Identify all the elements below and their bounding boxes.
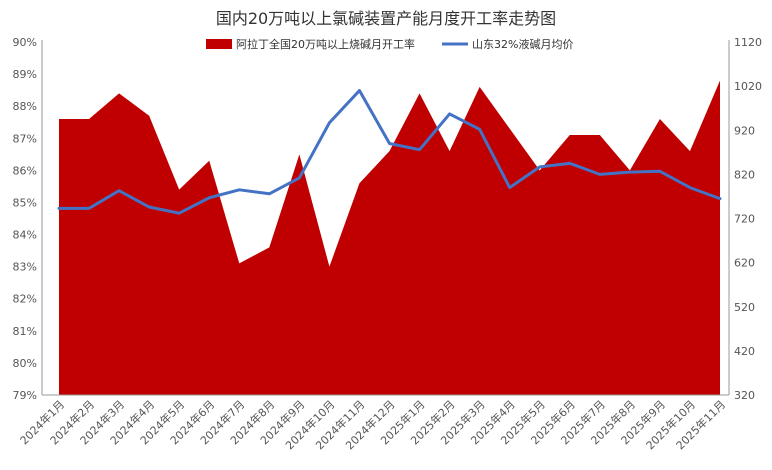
line-series-price xyxy=(57,89,722,215)
left-axis-ticks: 79% 80% 81% 82% 83% 84% 85% 86% 87% 88% 89% 90% xyxy=(13,36,37,402)
legend-swatch-area xyxy=(206,39,232,49)
x-axis-ticks: 2024年1月2024年2月2024年3月2024年4月2024年5月2024年… xyxy=(17,397,728,452)
right-axis-ticks: 320 420 520 620 720 820 920 1020 1120 xyxy=(734,36,762,402)
left-tick-label: 84% xyxy=(13,229,37,242)
left-tick-label: 82% xyxy=(13,293,37,306)
legend: 阿拉丁全国20万吨以上烧碱月开工率 山东32%液碱月均价 xyxy=(206,37,573,51)
right-tick-label: 820 xyxy=(734,168,755,181)
line-layer xyxy=(57,89,722,215)
left-tick-label: 89% xyxy=(13,68,37,81)
left-tick-label: 86% xyxy=(13,164,37,177)
right-tick-label: 320 xyxy=(734,389,755,402)
right-tick-label: 1120 xyxy=(734,36,762,49)
right-tick-label: 620 xyxy=(734,257,755,270)
right-tick-label: 720 xyxy=(734,213,755,226)
legend-label-line: 山东32%液碱月均价 xyxy=(472,37,573,51)
chart-title: 国内20万吨以上氯碱装置产能月度开工率走势图 xyxy=(216,9,556,28)
left-tick-label: 85% xyxy=(13,196,37,209)
left-tick-label: 81% xyxy=(13,325,37,338)
area-layer xyxy=(59,80,720,395)
legend-label-area: 阿拉丁全国20万吨以上烧碱月开工率 xyxy=(236,37,415,51)
left-tick-label: 80% xyxy=(13,357,37,370)
left-tick-label: 88% xyxy=(13,100,37,113)
axis-layer xyxy=(41,40,730,396)
left-tick-label: 90% xyxy=(13,36,37,49)
right-tick-label: 520 xyxy=(734,301,755,314)
area-series-operating-rate xyxy=(59,80,720,395)
right-tick-label: 920 xyxy=(734,124,755,137)
left-tick-label: 83% xyxy=(13,261,37,274)
right-tick-label: 1020 xyxy=(734,80,762,93)
left-tick-label: 79% xyxy=(13,389,37,402)
left-tick-label: 87% xyxy=(13,132,37,145)
right-tick-label: 420 xyxy=(734,345,755,358)
